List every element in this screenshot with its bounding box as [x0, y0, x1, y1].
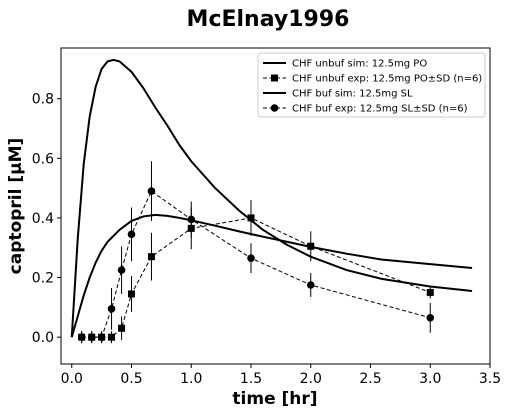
data-point-circle — [306, 281, 315, 289]
data-point-square — [426, 288, 434, 296]
data-point-square — [247, 214, 255, 222]
legend-item: CHF unbuf sim: 12.5mg PO — [263, 59, 427, 70]
series-layer — [70, 58, 473, 344]
series-dashed-line — [81, 190, 431, 338]
x-tick-label: 3.5 — [479, 371, 501, 387]
simulation-curve — [70, 213, 473, 338]
legend-marker — [271, 74, 278, 82]
x-axis-label: time [hr] — [232, 389, 317, 409]
data-point-circle — [97, 333, 106, 341]
y-axis-label: captopril [μM] — [6, 138, 26, 275]
legend-item: CHF unbuf exp: 12.5mg PO±SD (n=6) — [263, 74, 482, 85]
y-tick-label: 0.0 — [32, 330, 54, 346]
data-point-circle — [107, 305, 116, 313]
x-tick-label: 1.5 — [240, 371, 262, 387]
y-tick-label: 0.2 — [32, 271, 54, 287]
series-2 — [70, 58, 473, 338]
legend-label: CHF unbuf sim: 12.5mg PO — [292, 59, 427, 70]
data-point-square — [118, 324, 126, 332]
chart-title: McElnay1996 — [187, 7, 350, 32]
series-0 — [70, 213, 473, 338]
legend-label: CHF unbuf exp: 12.5mg PO±SD (n=6) — [292, 74, 482, 85]
data-point-circle — [117, 266, 126, 274]
x-tick-label: 0.0 — [61, 371, 83, 387]
legend-item: CHF buf exp: 12.5mg SL±SD (n=6) — [263, 104, 468, 115]
legend-marker — [270, 104, 279, 112]
x-tick-label: 2.0 — [300, 371, 322, 387]
data-point-circle — [87, 333, 96, 341]
y-tick-label: 0.4 — [32, 211, 54, 227]
x-tick-label: 3.0 — [419, 371, 441, 387]
data-point-circle — [77, 333, 86, 341]
y-tick-label: 0.8 — [32, 92, 54, 108]
x-tick-label: 2.5 — [359, 371, 381, 387]
data-point-square — [108, 333, 116, 341]
data-point-circle — [187, 215, 196, 224]
legend-label: CHF buf sim: 12.5mg SL — [292, 89, 413, 100]
x-axis: 0.0 0.5 1.0 1.5 2.0 2.5 3.0 3.5 — [61, 364, 501, 387]
y-axis: 0.0 0.2 0.4 0.6 0.8 — [32, 92, 61, 346]
x-tick-label: 0.5 — [120, 371, 142, 387]
data-point-circle — [127, 230, 136, 239]
series-3 — [77, 161, 435, 344]
data-point-circle — [147, 187, 156, 195]
y-tick-label: 0.6 — [32, 151, 54, 167]
data-point-circle — [426, 313, 435, 322]
legend: CHF unbuf sim: 12.5mg PO CHF unbuf exp: 1… — [257, 52, 486, 118]
data-point-square — [128, 290, 136, 298]
data-point-square — [307, 242, 315, 250]
legend-item: CHF buf sim: 12.5mg SL — [263, 89, 413, 100]
legend-frame — [257, 52, 486, 118]
data-point-circle — [247, 254, 255, 262]
data-point-square — [147, 253, 155, 261]
legend-label: CHF buf exp: 12.5mg SL±SD (n=6) — [292, 104, 468, 115]
plot-area-frame — [60, 47, 491, 365]
x-tick-label: 1.0 — [180, 371, 202, 387]
simulation-curve — [70, 58, 473, 338]
